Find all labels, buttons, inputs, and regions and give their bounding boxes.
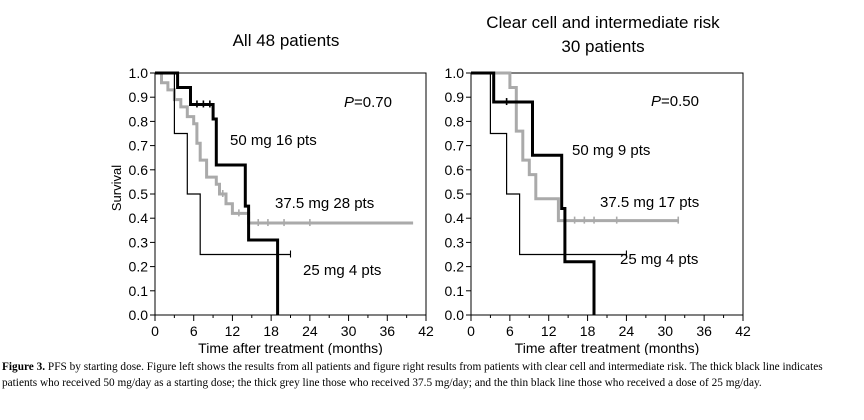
- x-tick-label: 24: [619, 323, 635, 339]
- x-tick-label: 36: [379, 323, 395, 339]
- y-tick-label: 0.7: [445, 138, 465, 154]
- series-line: [155, 71, 414, 225]
- y-tick-label: 0.9: [445, 89, 465, 105]
- series-line: [471, 71, 679, 223]
- series-line: [155, 71, 280, 315]
- p-symbol: P: [344, 94, 354, 111]
- y-tick-label: 0.8: [445, 113, 465, 129]
- y-tick-label: 0.0: [129, 307, 149, 323]
- y-tick-label: 0.9: [129, 89, 149, 105]
- series-label: 50 mg 16 pts: [230, 132, 317, 149]
- y-tick-label: 0.2: [445, 259, 465, 275]
- chart-title: Clear cell and intermediate risk: [486, 13, 720, 32]
- y-tick-label: 0.5: [129, 186, 149, 202]
- x-tick-label: 12: [541, 323, 557, 339]
- caption-label: Figure 3.: [2, 361, 46, 373]
- figure-caption: Figure 3. PFS by starting dose. Figure l…: [2, 359, 860, 391]
- y-tick-label: 0.8: [129, 113, 149, 129]
- x-tick-label: 36: [696, 323, 712, 339]
- chart-panel-all-patients: All 48 patients 0.0 0.1 0.2 0.3 0.4 0.5 0.6 0.7 0…: [109, 31, 434, 355]
- caption-text: PFS by starting dose. Figure left shows …: [2, 361, 823, 389]
- x-tick-label: 0: [151, 323, 159, 339]
- series-label: 25 mg 4 pts: [620, 251, 698, 268]
- x-tick-label: 42: [418, 323, 434, 339]
- y-axis-label: Survival: [109, 165, 124, 211]
- y-tick-label: 0.3: [445, 234, 465, 250]
- chart-title: All 48 patients: [233, 31, 340, 50]
- series-label: 50 mg 9 pts: [572, 142, 650, 159]
- x-tick-label: 18: [580, 323, 596, 339]
- x-axis-label: Time after treatment (months): [198, 340, 383, 355]
- y-tick-label: 0.2: [129, 259, 149, 275]
- p-value: =0.70: [354, 94, 392, 111]
- x-axis-label: Time after treatment (months): [515, 340, 700, 355]
- y-tick-label: 0.7: [129, 138, 149, 154]
- x-tick-label: 30: [657, 323, 673, 339]
- figure-panels: All 48 patients 0.0 0.1 0.2 0.3 0.4 0.5 0.6 0.7 0…: [109, 13, 751, 355]
- x-tick-label: 0: [467, 323, 475, 339]
- series-label: 37.5 mg 28 pts: [275, 195, 374, 212]
- y-tick-label: 0.0: [445, 307, 465, 323]
- p-value-annotation: P=0.50: [651, 93, 699, 110]
- x-tick-label: 24: [302, 323, 318, 339]
- y-tick-label: 0.1: [445, 283, 465, 299]
- x-tick-label: 30: [341, 323, 357, 339]
- y-tick-label: 0.6: [445, 162, 465, 178]
- p-value-annotation: P=0.70: [344, 94, 392, 111]
- x-tick-label: 18: [263, 323, 279, 339]
- y-tick-label: 0.1: [129, 283, 149, 299]
- series-line: [471, 72, 627, 256]
- x-tick-label: 6: [190, 323, 198, 339]
- p-symbol: P: [651, 93, 661, 110]
- y-tick-label: 0.4: [445, 210, 465, 226]
- x-tick-label: 42: [735, 323, 751, 339]
- chart-subtitle: 30 patients: [561, 37, 644, 56]
- p-value: =0.50: [661, 93, 699, 110]
- series-label: 25 mg 4 pts: [303, 262, 381, 279]
- y-tick-label: 1.0: [445, 65, 465, 81]
- x-tick-label: 6: [506, 323, 514, 339]
- x-tick-label: 12: [225, 323, 241, 339]
- y-tick-label: 1.0: [129, 65, 149, 81]
- series-line: [155, 72, 291, 256]
- chart-panel-clear-cell: Clear cell and intermediate risk 30 patie…: [445, 13, 751, 355]
- series-line: [471, 71, 596, 315]
- series-label: 37.5 mg 17 pts: [600, 194, 699, 211]
- y-tick-label: 0.3: [129, 234, 149, 250]
- y-tick-label: 0.4: [129, 210, 149, 226]
- y-tick-label: 0.6: [129, 162, 149, 178]
- y-tick-label: 0.5: [445, 186, 465, 202]
